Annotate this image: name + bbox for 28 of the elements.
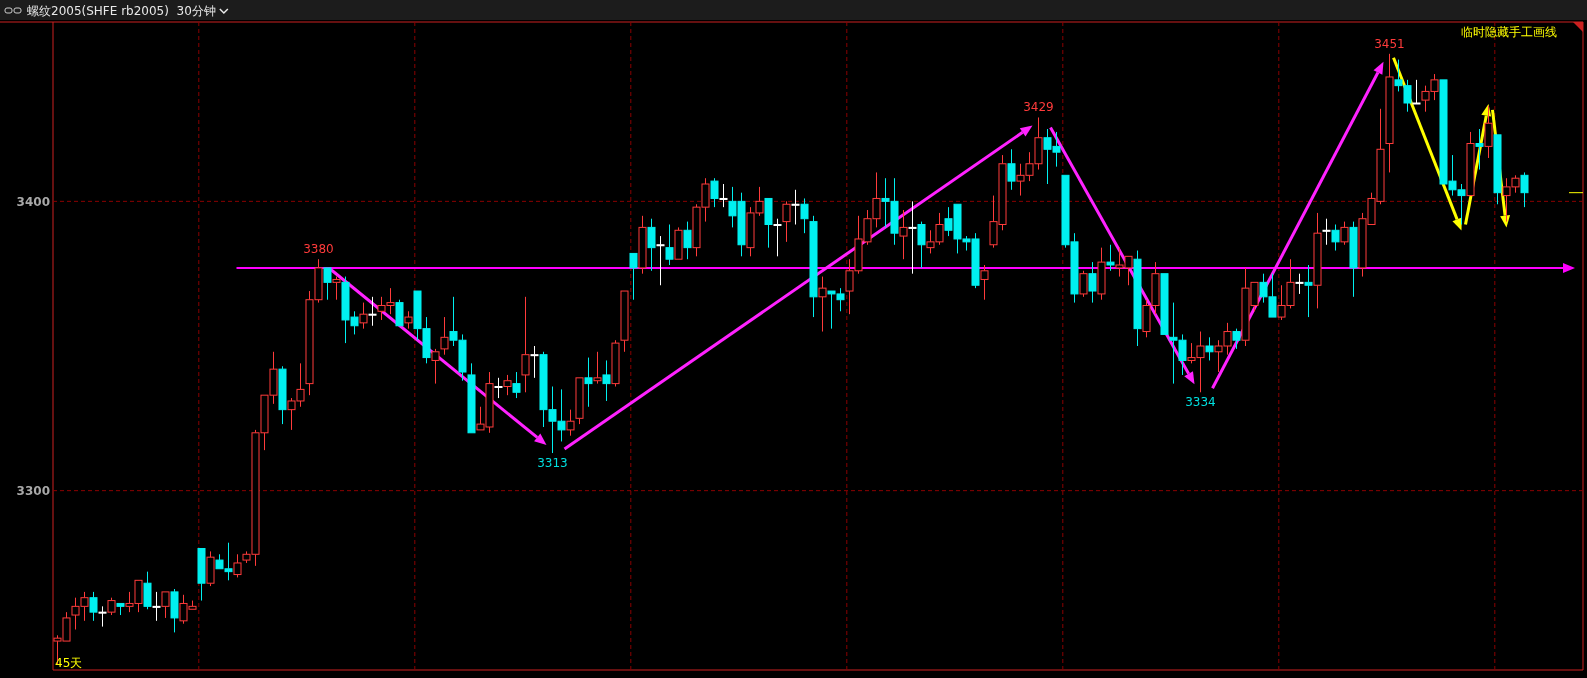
- candlestick: [1385, 53, 1394, 173]
- candlestick: [791, 189, 800, 225]
- annotation: 45天: [55, 656, 83, 670]
- candlestick: [782, 200, 791, 243]
- y-tick-label: 3300: [16, 483, 50, 498]
- candlestick: [908, 200, 917, 275]
- candlestick: [593, 351, 602, 385]
- candlestick: [152, 591, 161, 622]
- annotation: 临时隐藏手工画线: [1461, 25, 1557, 39]
- candlestick: [899, 209, 908, 260]
- candlestick: [1475, 128, 1484, 171]
- candlestick: [1313, 212, 1322, 309]
- candlestick: [800, 197, 809, 234]
- annotation: 3451: [1374, 36, 1405, 51]
- chart-title: 螺纹2005(SHFE rb2005) 30分钟: [27, 4, 216, 18]
- annotation: 3380: [303, 242, 334, 257]
- annotation: 3334: [1185, 395, 1216, 410]
- candlestick: [1520, 171, 1529, 208]
- annotation: 3429: [1023, 100, 1054, 115]
- candlestick: [584, 357, 593, 408]
- annotation: 3313: [537, 456, 568, 471]
- candlestick: [1088, 261, 1097, 304]
- candlestick: [521, 296, 530, 393]
- candlestick: [1484, 105, 1493, 159]
- candlestick: [602, 359, 611, 402]
- candlestick: [1304, 264, 1313, 318]
- y-tick-label: 3400: [16, 194, 50, 209]
- candlestick: [1322, 218, 1331, 246]
